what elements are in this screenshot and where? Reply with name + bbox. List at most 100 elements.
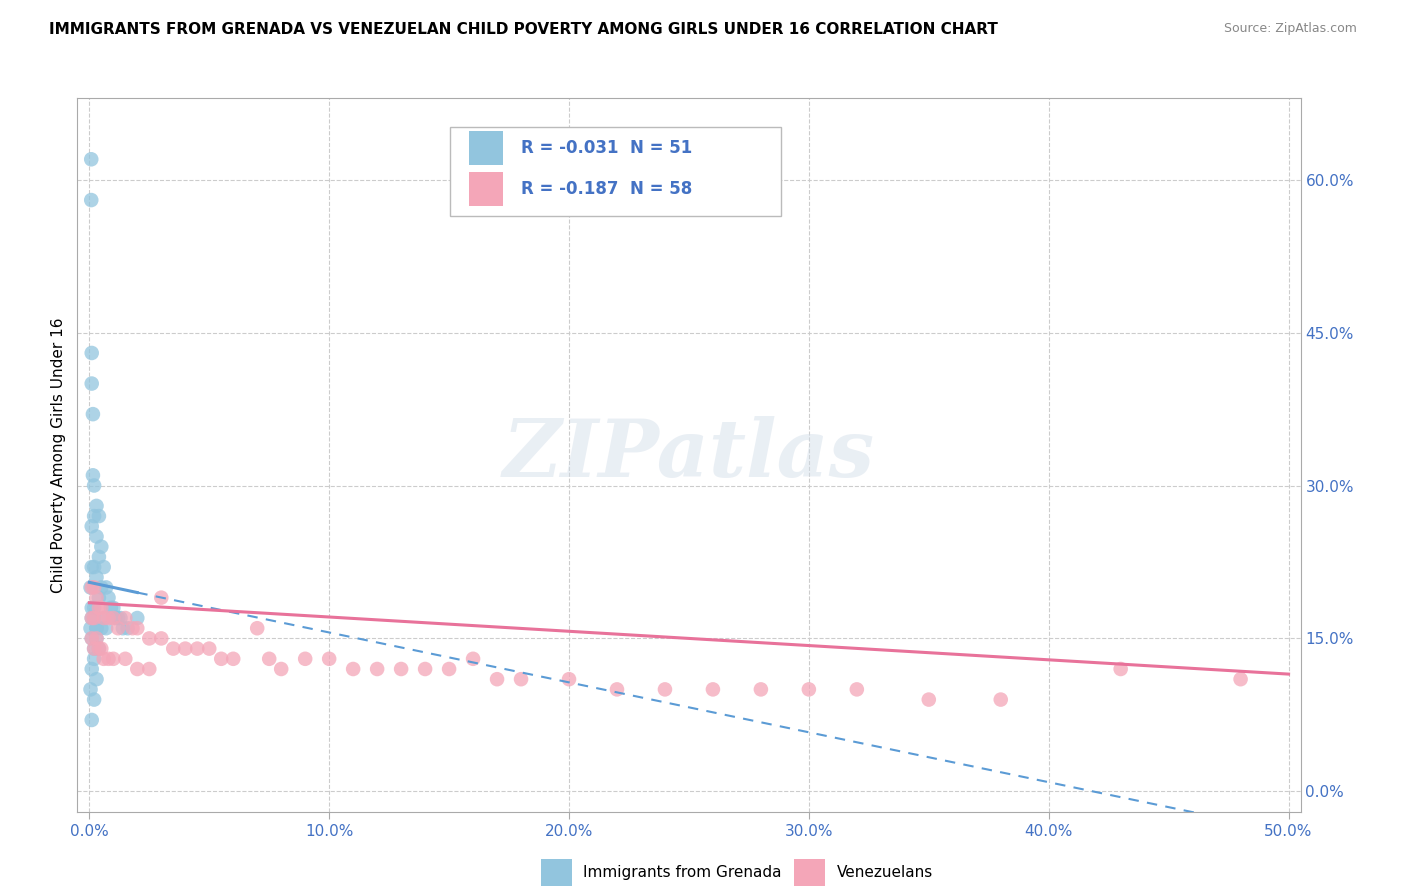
- Point: [83, 600, 105, 615]
- Point: [87, 591, 110, 605]
- Point: [83, 581, 105, 595]
- Point: [111, 621, 134, 635]
- Point: [437, 662, 460, 676]
- Point: [83, 652, 105, 666]
- Point: [80, 600, 103, 615]
- Point: [94, 581, 117, 595]
- Point: [87, 641, 110, 656]
- Point: [93, 652, 115, 666]
- Point: [150, 591, 173, 605]
- Point: [86, 591, 108, 605]
- Point: [174, 641, 197, 656]
- Point: [103, 652, 125, 666]
- Point: [797, 682, 820, 697]
- Point: [845, 682, 868, 697]
- Point: [87, 549, 110, 564]
- Point: [270, 662, 292, 676]
- Point: [366, 662, 388, 676]
- Point: [117, 621, 139, 635]
- Point: [654, 682, 676, 697]
- Point: [83, 641, 105, 656]
- Point: [162, 641, 184, 656]
- Point: [121, 621, 143, 635]
- Point: [100, 600, 122, 615]
- Point: [83, 692, 105, 706]
- Y-axis label: Child Poverty Among Girls Under 16: Child Poverty Among Girls Under 16: [51, 318, 66, 592]
- Point: [342, 662, 364, 676]
- Point: [127, 611, 149, 625]
- Point: [80, 632, 103, 646]
- Point: [110, 611, 132, 625]
- Point: [97, 591, 120, 605]
- Point: [97, 611, 120, 625]
- FancyBboxPatch shape: [450, 127, 780, 216]
- Point: [461, 652, 484, 666]
- Point: [82, 468, 104, 483]
- Point: [79, 682, 101, 697]
- Point: [90, 540, 112, 554]
- Text: Source: ZipAtlas.com: Source: ZipAtlas.com: [1223, 22, 1357, 36]
- Point: [246, 621, 269, 635]
- Point: [93, 611, 115, 625]
- Text: Immigrants from Grenada: Immigrants from Grenada: [583, 865, 782, 880]
- Point: [83, 611, 105, 625]
- Point: [80, 662, 103, 676]
- Point: [80, 632, 103, 646]
- Point: [83, 478, 105, 492]
- Point: [86, 570, 108, 584]
- Point: [80, 153, 103, 167]
- Point: [80, 560, 103, 574]
- Point: [90, 641, 112, 656]
- Point: [186, 641, 208, 656]
- Point: [86, 621, 108, 635]
- Point: [318, 652, 340, 666]
- Point: [83, 509, 105, 524]
- Point: [90, 600, 112, 615]
- Point: [103, 600, 125, 615]
- Bar: [468, 131, 503, 165]
- Point: [389, 662, 412, 676]
- Text: ZIPatlas: ZIPatlas: [503, 417, 875, 493]
- Point: [80, 193, 103, 207]
- Point: [990, 692, 1012, 706]
- Point: [86, 672, 108, 686]
- Point: [103, 611, 125, 625]
- Point: [1229, 672, 1251, 686]
- Point: [606, 682, 628, 697]
- Point: [87, 509, 110, 524]
- Point: [222, 652, 245, 666]
- Point: [80, 346, 103, 360]
- Point: [80, 611, 103, 625]
- Point: [702, 682, 724, 697]
- Point: [80, 519, 103, 533]
- Point: [80, 581, 103, 595]
- Point: [83, 611, 105, 625]
- Point: [86, 499, 108, 513]
- Point: [127, 662, 149, 676]
- Text: R = -0.031  N = 51: R = -0.031 N = 51: [522, 139, 693, 157]
- Point: [90, 621, 112, 635]
- Point: [87, 600, 110, 615]
- Point: [107, 621, 129, 635]
- Point: [257, 652, 280, 666]
- Point: [83, 560, 105, 574]
- Point: [104, 611, 127, 625]
- Point: [83, 641, 105, 656]
- Point: [749, 682, 772, 697]
- Point: [90, 581, 112, 595]
- Point: [80, 376, 103, 391]
- Point: [413, 662, 436, 676]
- Point: [127, 621, 149, 635]
- Point: [80, 713, 103, 727]
- Point: [150, 632, 173, 646]
- Point: [86, 632, 108, 646]
- Point: [107, 611, 129, 625]
- Point: [86, 621, 108, 635]
- Point: [79, 581, 101, 595]
- Point: [86, 529, 108, 543]
- Point: [510, 672, 533, 686]
- Point: [82, 407, 104, 421]
- Point: [1109, 662, 1132, 676]
- Point: [79, 621, 101, 635]
- Point: [93, 560, 115, 574]
